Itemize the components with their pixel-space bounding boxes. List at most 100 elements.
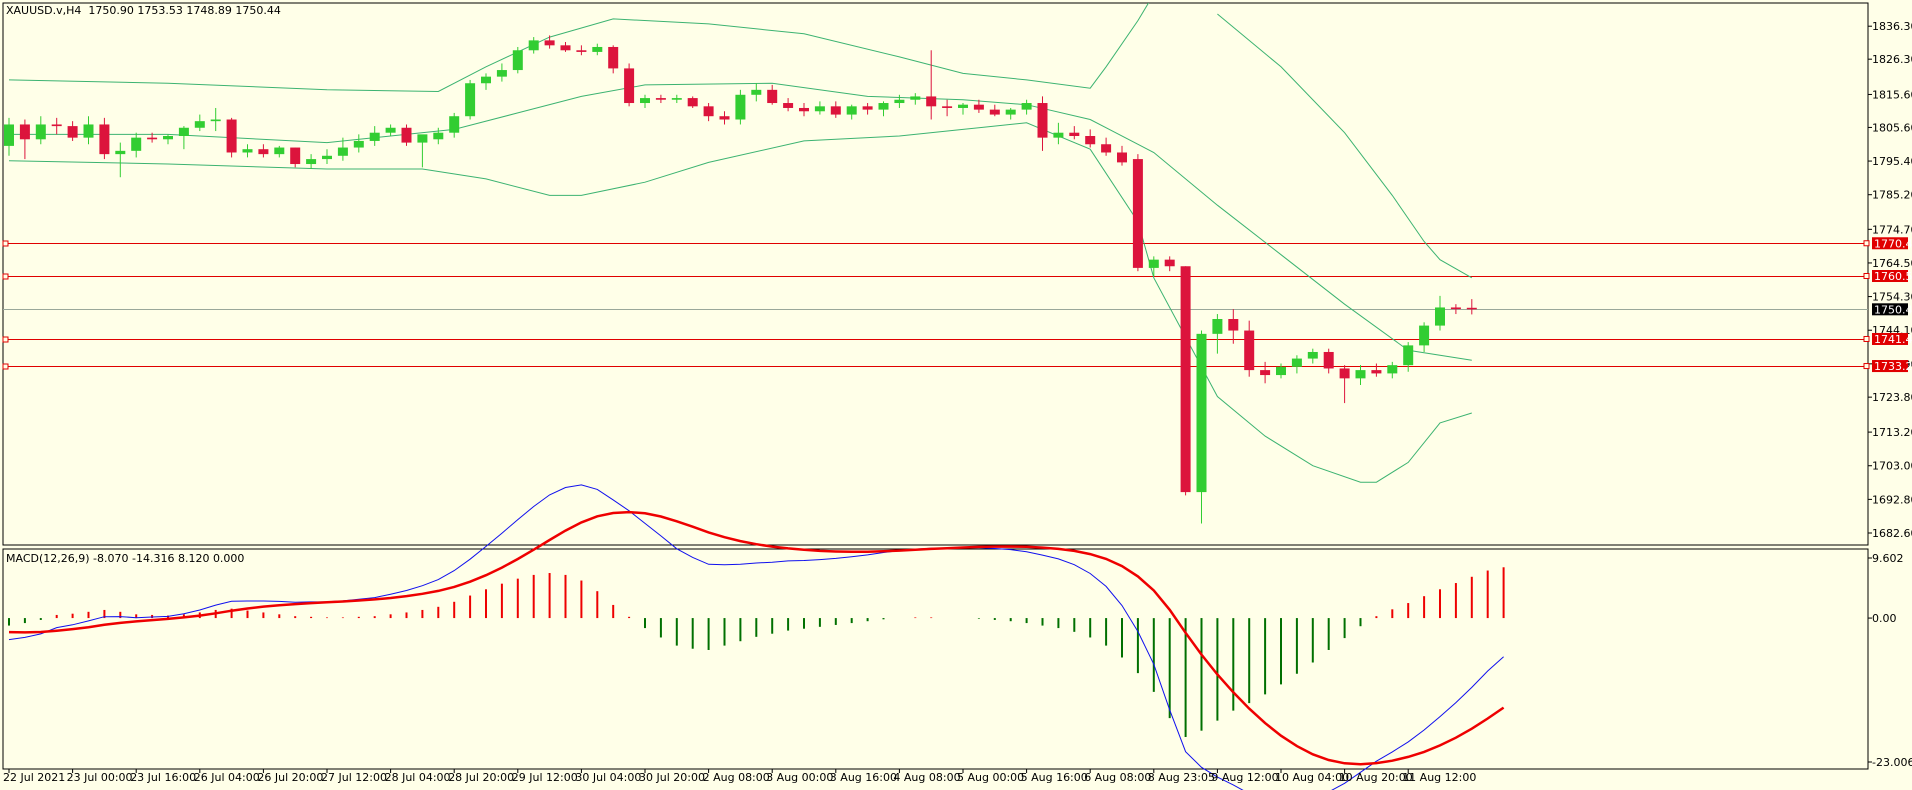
candle — [433, 127, 444, 145]
candle-body — [1085, 136, 1096, 145]
candle — [274, 145, 285, 158]
time-tick-label: 30 Jul 04:00 — [575, 771, 641, 784]
level-handle-2 — [2, 273, 9, 280]
candle-body — [417, 134, 428, 143]
candle — [1403, 342, 1414, 372]
time-tick-label: 10 Aug 04:00 — [1275, 771, 1349, 784]
candle — [19, 119, 30, 160]
level-price-label-1: 1770.47 — [1874, 237, 1912, 250]
macd-tick-label: -23.006 — [1872, 756, 1912, 769]
candle-body — [799, 107, 809, 112]
candle — [465, 79, 476, 120]
time-tick-label: 9 Aug 12:00 — [1211, 771, 1278, 784]
candle-body — [1276, 366, 1286, 376]
candle — [1132, 154, 1143, 272]
time-tick-label: 28 Jul 04:00 — [385, 771, 451, 784]
candle — [528, 37, 539, 54]
candle — [385, 124, 396, 137]
candle-body — [640, 98, 650, 104]
candle-body — [894, 99, 905, 104]
candle — [576, 45, 587, 56]
candle — [719, 111, 730, 125]
candle-body — [528, 40, 539, 51]
time-tick-label: 3 Aug 16:00 — [830, 771, 897, 784]
candle-body — [242, 149, 253, 153]
candle — [1323, 348, 1334, 374]
candle-body — [1148, 259, 1159, 268]
candle — [608, 45, 619, 74]
candle-body — [783, 103, 794, 108]
candle-body — [481, 76, 491, 84]
signal-line — [8, 510, 1505, 766]
candle-body — [576, 50, 587, 52]
candle — [194, 114, 205, 132]
candle-body — [1260, 370, 1271, 376]
candle — [942, 99, 953, 117]
candle-body — [1180, 266, 1191, 493]
candle-body — [1021, 103, 1032, 110]
price-labels: 1770.47 1760.54 1741.44 1733.23 1750.44 — [1863, 237, 1912, 373]
price-tick-label: 1713.20 — [1872, 426, 1912, 439]
candle — [1307, 348, 1318, 364]
candle-body — [194, 121, 205, 128]
macd-line — [8, 484, 1504, 790]
candle-body — [178, 127, 189, 137]
candle — [1387, 361, 1398, 379]
level-price-label-3: 1741.44 — [1874, 333, 1912, 346]
chart-title: XAUUSD.v,H4 1750.90 1753.53 1748.89 1750… — [6, 4, 281, 17]
time-tick-label: 23 Jul 16:00 — [130, 771, 196, 784]
candle — [1228, 309, 1239, 344]
time-tick-label: 27 Jul 12:00 — [321, 771, 387, 784]
candle-body — [83, 124, 94, 138]
level-handle-right-2 — [1863, 273, 1870, 280]
candle-body — [465, 83, 476, 117]
candle-body — [274, 147, 285, 155]
candle-body — [290, 147, 301, 165]
candle-body — [1164, 259, 1175, 267]
price-tick-label: 1754.30 — [1872, 291, 1912, 304]
level-price-box-2 — [1872, 270, 1908, 283]
macd-title: MACD(12,26,9) -8.070 -14.316 8.120 0.000 — [6, 552, 245, 565]
candle — [1085, 129, 1096, 148]
candle — [544, 35, 555, 49]
candle — [306, 154, 317, 169]
candle — [894, 94, 905, 108]
time-tick-label: 26 Jul 04:00 — [194, 771, 260, 784]
candle-body — [1403, 345, 1414, 366]
candle-body — [1339, 368, 1350, 379]
candle — [35, 116, 46, 145]
candle-body — [449, 116, 460, 133]
price-tick-label: 1723.80 — [1872, 391, 1912, 404]
time-tick-label: 5 Aug 16:00 — [1021, 771, 1088, 784]
candle — [369, 126, 380, 146]
candle — [1339, 365, 1350, 404]
candle — [147, 132, 158, 143]
candle — [1355, 365, 1366, 385]
candle-body — [1037, 103, 1048, 138]
candle-body — [51, 124, 62, 127]
candle-body — [512, 50, 523, 71]
price-tick-label: 1764.50 — [1872, 257, 1912, 270]
candle-body — [1323, 351, 1334, 369]
level-price-box-3 — [1872, 332, 1908, 345]
candle-body — [1196, 333, 1207, 493]
candle — [115, 142, 126, 178]
candle-body — [608, 46, 619, 69]
candle-body — [814, 106, 825, 112]
time-tick-label: 23 Jul 00:00 — [67, 771, 133, 784]
candle-body — [322, 155, 332, 160]
candle — [1117, 145, 1127, 166]
time-tick-label: 29 Jul 12:00 — [512, 771, 578, 784]
candle — [1450, 304, 1461, 315]
candle-body — [958, 104, 968, 108]
candle-body — [1291, 358, 1302, 367]
bid-price-box — [1872, 303, 1908, 316]
candle — [163, 134, 173, 145]
candle-body — [1117, 152, 1127, 163]
level-price-box-4 — [1872, 360, 1908, 373]
candle — [401, 124, 412, 146]
candle — [751, 83, 762, 102]
candle-body — [1069, 132, 1080, 137]
candle-body — [655, 98, 666, 100]
